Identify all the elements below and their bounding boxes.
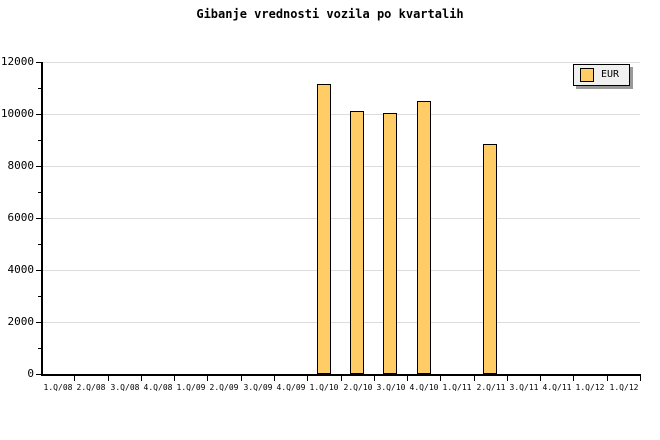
x-axis-label: 1.Q/11: [442, 383, 472, 392]
x-tick: [607, 376, 608, 381]
y-axis-label: 6000: [7, 211, 35, 224]
y-axis-label: 10000: [0, 107, 34, 120]
x-tick: [640, 376, 641, 381]
x-axis-label: 3.Q/11: [509, 383, 539, 392]
y-tick: [36, 218, 41, 219]
gridline: [41, 322, 640, 323]
x-tick: [440, 376, 441, 381]
legend: EUR: [573, 64, 631, 86]
x-axis-label: 4.Q/10: [409, 383, 439, 392]
legend-swatch-icon: [580, 68, 594, 82]
x-tick: [307, 376, 308, 381]
x-axis-label: 3.Q/10: [376, 383, 406, 392]
y-tick-minor: [38, 192, 41, 193]
bar: [417, 101, 431, 374]
y-tick-minor: [38, 296, 41, 297]
x-tick: [540, 376, 541, 381]
x-axis-label: 1.Q/12: [575, 383, 605, 392]
bar: [383, 113, 397, 374]
x-axis-label: 4.Q/08: [143, 383, 173, 392]
x-tick: [108, 376, 109, 381]
y-axis-label: 8000: [7, 159, 35, 172]
x-axis-label: 1.Q/08: [43, 383, 73, 392]
x-tick: [374, 376, 375, 381]
bar: [350, 111, 364, 374]
gridline: [41, 114, 640, 115]
y-tick-minor: [38, 348, 41, 349]
x-tick: [507, 376, 508, 381]
x-axis-label: 2.Q/09: [209, 383, 239, 392]
y-tick: [36, 114, 41, 115]
x-axis-label: 3.Q/08: [110, 383, 140, 392]
gridline: [41, 166, 640, 167]
legend-label: EUR: [601, 69, 620, 80]
x-axis-label: 1.Q/12: [609, 383, 639, 392]
x-axis-label: 2.Q/11: [476, 383, 506, 392]
x-tick: [274, 376, 275, 381]
x-tick: [241, 376, 242, 381]
y-tick: [36, 166, 41, 167]
y-tick-minor: [38, 140, 41, 141]
gridline: [41, 218, 640, 219]
x-axis-label: 2.Q/10: [343, 383, 373, 392]
y-axis-line: [41, 62, 43, 376]
x-axis-line: [41, 374, 641, 376]
y-axis-label: 4000: [7, 263, 35, 276]
gridline: [41, 62, 640, 63]
x-axis-label: 2.Q/08: [76, 383, 106, 392]
bar: [483, 144, 497, 374]
y-axis-label: 2000: [7, 315, 35, 328]
x-tick: [207, 376, 208, 381]
x-tick: [573, 376, 574, 381]
x-tick: [474, 376, 475, 381]
x-tick: [407, 376, 408, 381]
x-tick: [74, 376, 75, 381]
plot-area: [41, 62, 640, 374]
y-tick: [36, 322, 41, 323]
x-axis-label: 4.Q/09: [276, 383, 306, 392]
chart-title: Gibanje vrednosti vozila po kvartalih: [196, 7, 464, 21]
x-tick: [141, 376, 142, 381]
x-tick: [174, 376, 175, 381]
y-tick-minor: [38, 244, 41, 245]
y-tick: [36, 62, 41, 63]
bar: [317, 84, 331, 374]
x-tick: [341, 376, 342, 381]
gridline: [41, 270, 640, 271]
y-axis-label: 12000: [0, 55, 34, 68]
y-tick-minor: [38, 88, 41, 89]
y-tick: [36, 270, 41, 271]
y-axis-label: 0: [27, 367, 34, 380]
x-axis-label: 1.Q/10: [309, 383, 339, 392]
x-axis-label: 3.Q/09: [243, 383, 273, 392]
y-tick: [36, 374, 41, 375]
x-axis-label: 4.Q/11: [542, 383, 572, 392]
x-axis-label: 1.Q/09: [176, 383, 206, 392]
